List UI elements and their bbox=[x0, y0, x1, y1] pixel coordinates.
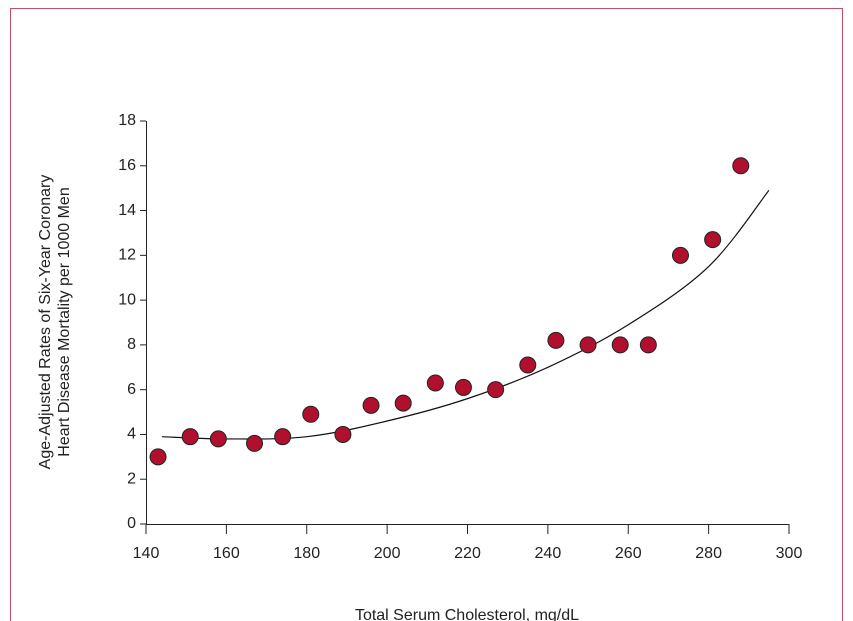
x-tick-label: 240 bbox=[535, 545, 562, 562]
point bbox=[671, 246, 689, 264]
y-tick-label: 12 bbox=[118, 247, 136, 264]
point bbox=[334, 425, 352, 443]
x-tick-label: 300 bbox=[776, 545, 803, 562]
y-tick-label: 4 bbox=[127, 426, 136, 443]
x-tick-label: 280 bbox=[695, 545, 722, 562]
point bbox=[149, 448, 167, 466]
point bbox=[454, 378, 472, 396]
point bbox=[732, 157, 750, 175]
x-tick-label: 180 bbox=[293, 545, 320, 562]
x-tick-label: 220 bbox=[454, 545, 481, 562]
y-axis-title-line: Heart Disease Mortality per 1000 Men bbox=[56, 187, 73, 456]
point bbox=[394, 394, 412, 412]
frame bbox=[10, 8, 843, 621]
y-tick-label: 14 bbox=[118, 202, 136, 219]
point bbox=[302, 405, 320, 423]
point bbox=[579, 336, 597, 354]
point bbox=[704, 231, 722, 249]
point bbox=[209, 430, 227, 448]
y-tick-label: 2 bbox=[127, 470, 136, 487]
point bbox=[519, 356, 537, 374]
y-tick-label: 8 bbox=[127, 336, 136, 353]
y-tick-label: 10 bbox=[118, 291, 136, 308]
y-tick-label: 0 bbox=[127, 515, 136, 532]
point bbox=[274, 428, 292, 446]
fit-curve bbox=[162, 190, 770, 440]
y-tick-label: 6 bbox=[127, 381, 136, 398]
point bbox=[547, 331, 565, 349]
point bbox=[246, 434, 264, 452]
y-axis-title: Age-Adjusted Rates of Six-Year Coronary … bbox=[37, 175, 73, 470]
y-axis-title-line: Age-Adjusted Rates of Six-Year Coronary bbox=[37, 175, 54, 470]
y-tick-label: 16 bbox=[118, 157, 136, 174]
x-tick-label: 140 bbox=[133, 545, 160, 562]
y-tick-label: 18 bbox=[118, 112, 136, 129]
x-tick-label: 200 bbox=[374, 545, 401, 562]
point bbox=[426, 374, 444, 392]
point bbox=[639, 336, 657, 354]
x-tick-label: 260 bbox=[615, 545, 642, 562]
x-axis-title: Total Serum Cholesterol, mg/dL bbox=[355, 607, 579, 621]
point bbox=[181, 428, 199, 446]
point bbox=[362, 396, 380, 414]
x-tick-label: 160 bbox=[213, 545, 240, 562]
point bbox=[611, 336, 629, 354]
point bbox=[487, 381, 505, 399]
